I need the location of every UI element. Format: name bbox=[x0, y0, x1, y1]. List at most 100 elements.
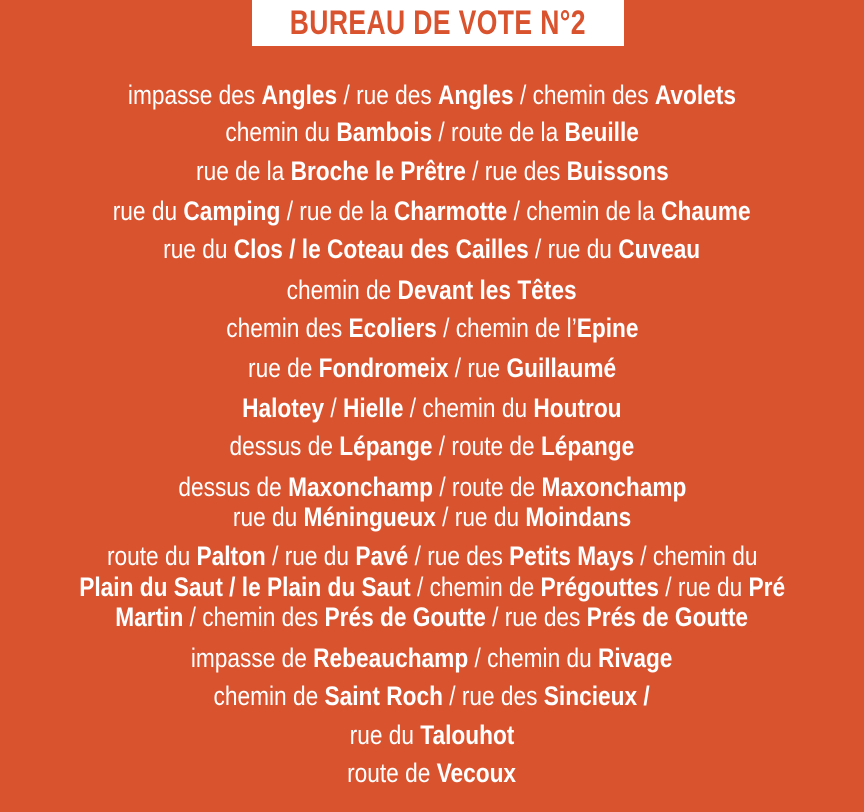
street-name: Guillaumé bbox=[506, 353, 617, 383]
street-prefix: rue des bbox=[356, 80, 439, 110]
street-name: Maxonchamp bbox=[541, 472, 687, 502]
street-name: Houtrou bbox=[533, 393, 622, 423]
street-prefix: rue des bbox=[462, 681, 545, 711]
street-prefix: rue du bbox=[232, 502, 304, 532]
street-prefix: / bbox=[265, 541, 285, 571]
street-prefix: chemin de l’ bbox=[455, 313, 577, 343]
street-name: Lépange bbox=[541, 431, 635, 461]
street-name: Prés de Goutte bbox=[587, 602, 749, 632]
street-line-text: rue du Camping / rue de la Charmotte / c… bbox=[113, 196, 751, 226]
street-line: rue de la Broche le Prêtre / rue des Bui… bbox=[0, 156, 864, 186]
street-prefix: rue du bbox=[454, 502, 526, 532]
street-prefix: route de bbox=[451, 472, 542, 502]
street-name: Epine bbox=[576, 313, 639, 343]
street-prefix: / bbox=[486, 602, 506, 632]
street-line-text: dessus de Lépange / route de Lépange bbox=[230, 431, 635, 461]
street-line: rue de Fondromeix / rue Guillaumé bbox=[0, 353, 864, 383]
street-prefix: / bbox=[403, 393, 423, 423]
street-name: Saint Roch bbox=[324, 681, 444, 711]
street-prefix: chemin du bbox=[225, 117, 337, 147]
street-line: Halotey / Hielle / chemin du Houtrou bbox=[0, 393, 864, 423]
street-line: route de Vecoux bbox=[0, 758, 864, 788]
street-prefix: chemin du bbox=[487, 643, 599, 673]
street-name: Camping bbox=[183, 196, 281, 226]
street-prefix: rue du bbox=[163, 234, 235, 264]
street-name: Moindans bbox=[525, 502, 632, 532]
street-line-text: rue de la Broche le Prêtre / rue des Bui… bbox=[196, 156, 669, 186]
street-prefix: rue des bbox=[484, 156, 567, 186]
street-line: rue du Talouhot bbox=[0, 720, 864, 750]
street-prefix: / bbox=[435, 502, 455, 532]
street-line: rue du Clos / le Coteau des Cailles / ru… bbox=[0, 234, 864, 264]
street-prefix: rue bbox=[467, 353, 507, 383]
street-prefix: rue du bbox=[113, 196, 184, 226]
street-line: chemin du Bambois / route de la Beuille bbox=[0, 117, 864, 147]
street-name: Clos / le Coteau des Cailles bbox=[234, 234, 530, 264]
street-name: Pré bbox=[748, 572, 785, 602]
street-prefix: chemin de bbox=[429, 572, 541, 602]
street-prefix: rue des bbox=[426, 541, 509, 571]
street-line-text: route du Palton / rue du Pavé / rue des … bbox=[107, 541, 758, 571]
street-line: dessus de Lépange / route de Lépange bbox=[0, 431, 864, 461]
street-line: impasse des Angles / rue des Angles / ch… bbox=[0, 80, 864, 110]
street-prefix: / bbox=[324, 393, 344, 423]
street-line-text: rue du Méningueux / rue du Moindans bbox=[233, 502, 631, 532]
street-name: Rivage bbox=[598, 643, 673, 673]
street-prefix: / bbox=[507, 196, 527, 226]
street-prefix: rue du bbox=[284, 541, 356, 571]
street-name: Vecoux bbox=[437, 758, 517, 788]
street-line-text: Plain du Saut / le Plain du Saut / chemi… bbox=[79, 572, 785, 602]
street-prefix: / bbox=[410, 572, 430, 602]
street-name: Chaume bbox=[661, 196, 751, 226]
street-prefix: rue de la bbox=[195, 156, 291, 186]
street-line: chemin de Saint Roch / rue des Sincieux … bbox=[0, 681, 864, 711]
street-name: Prégouttes bbox=[540, 572, 659, 602]
page-title: BUREAU DE VOTE N°2 bbox=[289, 3, 587, 42]
street-name: Pavé bbox=[355, 541, 409, 571]
street-name: Buissons bbox=[566, 156, 669, 186]
street-line: dessus de Maxonchamp / route de Maxoncha… bbox=[0, 472, 864, 502]
street-name: Bambois bbox=[336, 117, 432, 147]
title-banner: BUREAU DE VOTE N°2 bbox=[252, 0, 624, 46]
street-prefix: chemin du bbox=[422, 393, 534, 423]
street-name: Angles bbox=[438, 80, 514, 110]
street-name: Cuveau bbox=[618, 234, 701, 264]
street-prefix: rue de la bbox=[299, 196, 395, 226]
street-prefix: rue des bbox=[505, 602, 588, 632]
street-prefix: rue du bbox=[349, 720, 421, 750]
street-name: Sincieux bbox=[544, 681, 638, 711]
street-name: Martin bbox=[115, 602, 184, 632]
street-name: Ecoliers bbox=[348, 313, 437, 343]
street-name: Fondromeix bbox=[318, 353, 449, 383]
street-prefix: / bbox=[633, 541, 653, 571]
street-prefix: route de la bbox=[450, 117, 565, 147]
street-name: Plain du Saut / le Plain du Saut bbox=[79, 572, 411, 602]
street-prefix: impasse des bbox=[127, 80, 262, 110]
street-name: Charmotte bbox=[394, 196, 508, 226]
street-name: Hielle bbox=[343, 393, 404, 423]
street-prefix: dessus de bbox=[177, 472, 288, 502]
street-prefix: chemin des bbox=[202, 602, 325, 632]
street-name: Prés de Goutte bbox=[324, 602, 487, 632]
street-prefix: / bbox=[432, 431, 452, 461]
street-line: rue du Méningueux / rue du Moindans bbox=[0, 502, 864, 532]
street-line-text: dessus de Maxonchamp / route de Maxoncha… bbox=[178, 472, 686, 502]
street-prefix: chemin du bbox=[652, 541, 758, 571]
street-line-text: route de Vecoux bbox=[348, 758, 517, 788]
street-line: Plain du Saut / le Plain du Saut / chemi… bbox=[0, 572, 864, 602]
street-prefix: / bbox=[183, 602, 203, 632]
street-prefix: chemin de bbox=[287, 275, 398, 305]
street-name: Palton bbox=[196, 541, 266, 571]
street-name: Lépange bbox=[339, 431, 433, 461]
street-prefix: / bbox=[465, 156, 485, 186]
street-prefix: / bbox=[529, 234, 548, 264]
street-prefix: / bbox=[513, 80, 533, 110]
street-name: Maxonchamp bbox=[287, 472, 433, 502]
street-prefix: / bbox=[280, 196, 300, 226]
street-prefix: / bbox=[337, 80, 357, 110]
street-line-text: rue du Clos / le Coteau des Cailles / ru… bbox=[163, 234, 700, 264]
street-prefix: chemin de la bbox=[526, 196, 662, 226]
street-prefix: / bbox=[431, 117, 451, 147]
street-prefix: / bbox=[436, 313, 456, 343]
street-prefix: / bbox=[468, 643, 488, 673]
